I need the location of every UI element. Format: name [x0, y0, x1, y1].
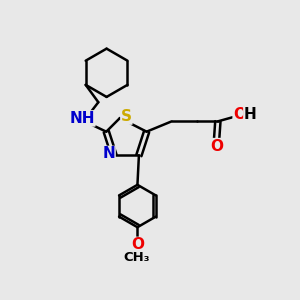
- Text: O: O: [131, 237, 144, 252]
- Text: H: H: [244, 107, 256, 122]
- Text: O: O: [233, 107, 246, 122]
- Text: CH₃: CH₃: [124, 251, 150, 264]
- Text: NH: NH: [69, 111, 95, 126]
- Text: N: N: [102, 146, 115, 161]
- Text: S: S: [121, 109, 132, 124]
- Text: O: O: [210, 139, 223, 154]
